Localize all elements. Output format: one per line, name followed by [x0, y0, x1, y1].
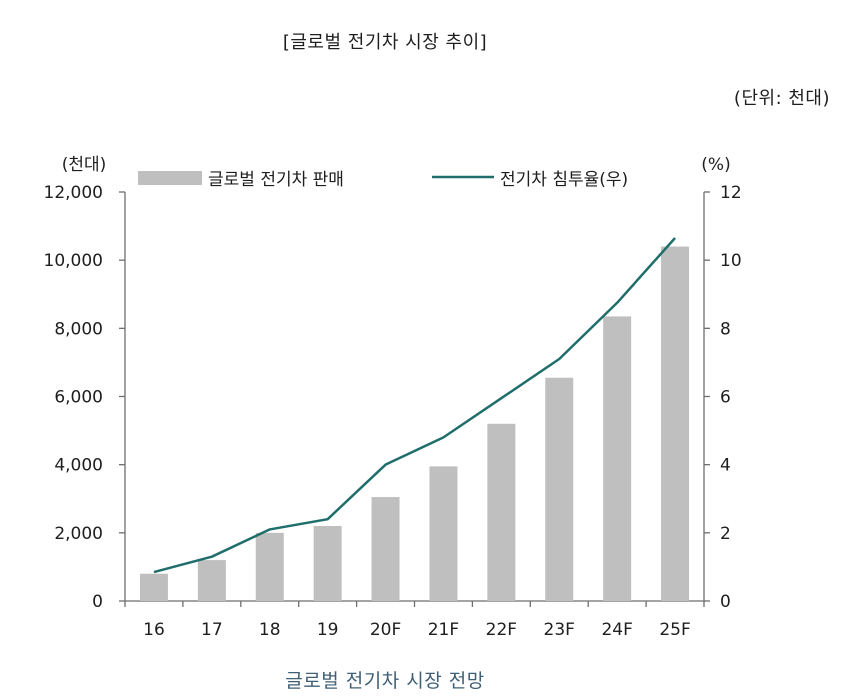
- sales-bar: [371, 497, 400, 601]
- legend-line-label: 전기차 침투율(우): [500, 170, 628, 190]
- sales-bar: [313, 526, 342, 601]
- x-tick-label: 25F: [659, 620, 690, 640]
- right-tick-label: 0: [720, 592, 731, 612]
- x-tick-label: 16: [143, 620, 165, 640]
- sales-bar: [545, 377, 574, 601]
- sales-bar: [603, 316, 632, 601]
- chart-title: [글로벌 전기차 시장 추이]: [282, 32, 488, 53]
- right-axis-ticks: 0 2 4 6 8 10 12: [704, 183, 742, 612]
- x-tick-label: 17: [201, 620, 223, 640]
- unit-note: (단위: 천대): [733, 88, 830, 109]
- right-axis-unit-label: (%): [701, 155, 730, 175]
- x-tick-label: 19: [317, 620, 339, 640]
- right-tick-label: 12: [720, 183, 742, 203]
- x-tick-label: 21F: [428, 620, 459, 640]
- bar-series: [139, 246, 690, 602]
- penetration-rate-line: [153, 237, 676, 574]
- right-tick-label: 4: [720, 456, 731, 476]
- sales-bar: [429, 466, 458, 601]
- right-tick-label: 8: [720, 319, 731, 339]
- left-tick-label: 2,000: [54, 524, 103, 544]
- left-tick-label: 8,000: [54, 319, 103, 339]
- sales-bar: [487, 423, 516, 601]
- x-tick-label: 22F: [486, 620, 517, 640]
- sales-bar: [139, 573, 168, 601]
- sales-bar: [255, 532, 284, 601]
- x-tick-label: 24F: [601, 620, 632, 640]
- x-tick-label: 20F: [370, 620, 401, 640]
- left-tick-label: 12,000: [44, 183, 103, 203]
- legend-bar-swatch: [138, 171, 202, 185]
- left-tick-label: 6,000: [54, 388, 103, 408]
- x-tick-label: 18: [259, 620, 281, 640]
- x-axis-ticks: 16 17 18 19 20F 21F 22F 23F 24F 25F: [124, 601, 705, 640]
- left-axis-unit-label: (천대): [62, 155, 107, 175]
- legend: 글로벌 전기차 판매 전기차 침투율(우): [138, 170, 628, 190]
- left-tick-label: 10,000: [44, 251, 103, 271]
- left-tick-label: 0: [92, 592, 103, 612]
- left-tick-label: 4,000: [54, 456, 103, 476]
- x-tick-label: 23F: [544, 620, 575, 640]
- right-tick-label: 10: [720, 251, 742, 271]
- legend-bar-label: 글로벌 전기차 판매: [208, 170, 344, 190]
- right-tick-label: 2: [720, 524, 731, 544]
- right-tick-label: 6: [720, 388, 731, 408]
- chart-caption: 글로벌 전기차 시장 전망: [285, 670, 485, 692]
- sales-bar: [197, 560, 226, 601]
- sales-bar: [661, 246, 690, 602]
- line-series: [153, 237, 676, 574]
- left-axis-ticks: 0 2,000 4,000 6,000 8,000 10,000 12,000: [44, 183, 125, 612]
